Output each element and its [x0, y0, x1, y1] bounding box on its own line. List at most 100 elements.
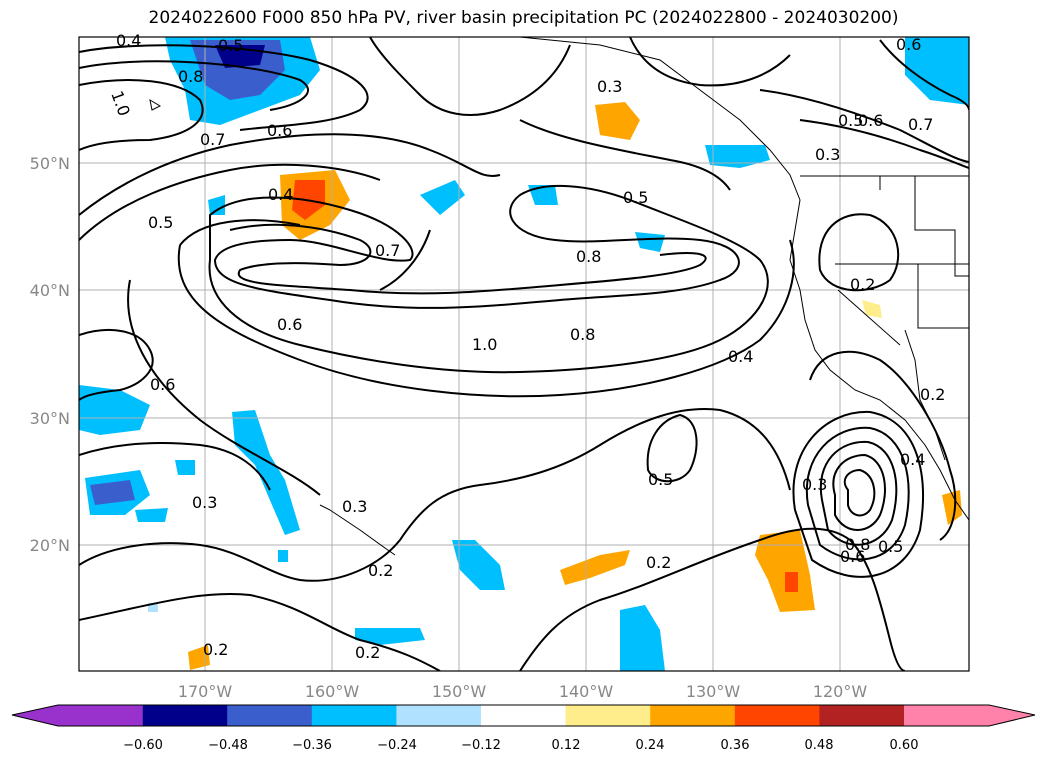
contour-label: 0.4: [900, 450, 925, 469]
contour-label: 0.7: [375, 241, 400, 260]
contour-label: 1.0: [472, 335, 497, 354]
colorbar-swatch: [819, 705, 905, 726]
colorbar-swatch: [734, 705, 820, 726]
lon-label: 160°W: [305, 682, 360, 701]
colorbar-tick-label: 0.48: [805, 738, 834, 753]
precip-patch: [862, 300, 882, 318]
lat-label: 20°N: [30, 536, 70, 555]
precip-patch: [175, 460, 195, 475]
precip-patch: [755, 530, 815, 612]
contour-label: 0.5: [148, 213, 173, 232]
precip-patch: [355, 628, 425, 645]
lat-label: 50°N: [30, 154, 70, 173]
contour-label: 0.5: [218, 36, 243, 55]
precip-patch: [90, 480, 135, 505]
lat-label: 40°N: [30, 281, 70, 300]
contour-label: 0.5: [838, 111, 863, 130]
colorbar-tick-label: 0.36: [721, 738, 750, 753]
colorbar-tick-label: −0.12: [461, 738, 501, 753]
colorbar-swatch: [396, 705, 482, 726]
colorbar-swatch: [565, 705, 651, 726]
contour-label: 0.8: [178, 67, 203, 86]
contour-label: 0.3: [802, 475, 827, 494]
lat-label: 30°N: [30, 409, 70, 428]
gridlines: [79, 37, 969, 671]
contour-label: 0.2: [368, 561, 393, 580]
lon-label: 140°W: [559, 682, 614, 701]
lon-label: 120°W: [813, 682, 868, 701]
colorbar: −0.60 −0.48 −0.36 −0.24 −0.12 0.12 0.24 …: [11, 704, 1036, 753]
colorbar-swatch: [311, 705, 397, 726]
precip-patch: [135, 508, 168, 522]
contour-label: 0.2: [355, 643, 380, 662]
contour-label: 0.2: [850, 275, 875, 294]
contour-label: 0.6: [267, 121, 292, 140]
colorbar-tick-label: −0.60: [123, 738, 163, 753]
precip-patch: [528, 185, 558, 205]
colorbar-tick-label: −0.36: [292, 738, 332, 753]
contour-labels: 0.4 0.5 0.8 1.0 0.7 0.6 0.4 0.5 0.7 0.6 …: [107, 31, 945, 662]
contour-label: 0.3: [192, 493, 217, 512]
precip-patch: [905, 37, 969, 105]
colorbar-swatch: [142, 705, 228, 726]
contour-label: 0.3: [597, 77, 622, 96]
contour-label: 0.6: [858, 111, 883, 130]
colorbar-tick-label: 0.60: [890, 738, 919, 753]
precip-patch: [420, 180, 465, 215]
lon-labels: 170°W 160°W 150°W 140°W 130°W 120°W: [178, 682, 868, 701]
precip-patch: [208, 195, 225, 215]
contour-label: 0.8: [570, 325, 595, 344]
precip-patch: [942, 490, 962, 525]
colorbar-tick-label: −0.24: [377, 738, 417, 753]
precip-patch: [452, 540, 505, 590]
precip-patch: [278, 550, 288, 562]
map-title: 2024022600 F000 850 hPa PV, river basin …: [148, 8, 899, 28]
colorbar-swatch: [227, 705, 313, 726]
precip-patch: [79, 385, 150, 435]
lon-label: 170°W: [178, 682, 233, 701]
lon-label: 150°W: [432, 682, 487, 701]
contour-label: 0.2: [646, 553, 671, 572]
colorbar-tick-label: 0.12: [552, 738, 581, 753]
colorbar-tick-label: 0.24: [636, 738, 665, 753]
contour-label: 0.4: [116, 31, 141, 50]
contour-label: 0.2: [203, 640, 228, 659]
precip-patch: [705, 145, 770, 168]
precip-patch: [560, 550, 630, 585]
colorbar-tick-label: −0.48: [208, 738, 248, 753]
precip-patch: [635, 232, 665, 252]
precip-patch: [620, 605, 665, 671]
pv-contours: [79, 37, 969, 671]
contour-label: 0.4: [268, 185, 293, 204]
colorbar-outline: [11, 704, 1036, 727]
contour-label: 0.6: [896, 35, 921, 54]
colorbar-swatch: [650, 705, 736, 726]
contour-label: 0.6: [150, 375, 175, 394]
contour-label: 0.5: [623, 188, 648, 207]
contour-label: 0.3: [815, 145, 840, 164]
colorbar-ticks: −0.60 −0.48 −0.36 −0.24 −0.12 0.12 0.24 …: [123, 738, 918, 753]
contour-label: 0.8: [576, 247, 601, 266]
lat-labels: 50°N 40°N 30°N 20°N: [30, 154, 70, 555]
precip-patch: [595, 102, 640, 140]
colorbar-swatch: [904, 705, 1035, 726]
contour-label: 0.2: [920, 385, 945, 404]
lon-label: 130°W: [686, 682, 741, 701]
contour-label: 0.5: [648, 470, 673, 489]
coastlines: [149, 37, 969, 556]
contour-label: 0.7: [908, 115, 933, 134]
precip-shading: [79, 37, 969, 671]
contour-label: 0.5: [878, 537, 903, 556]
precip-patch: [232, 410, 300, 535]
contour-label: 0.3: [342, 497, 367, 516]
contour-label: 0.7: [200, 130, 225, 149]
precip-patch: [785, 572, 798, 592]
map-frame: [78, 36, 970, 672]
colorbar-swatch: [481, 705, 567, 726]
colorbar-swatch: [12, 705, 143, 726]
contour-label: 0.8: [845, 535, 870, 554]
contour-label: 0.6: [840, 547, 865, 566]
contour-label: 0.6: [277, 315, 302, 334]
contour-label: 0.4: [728, 347, 753, 366]
